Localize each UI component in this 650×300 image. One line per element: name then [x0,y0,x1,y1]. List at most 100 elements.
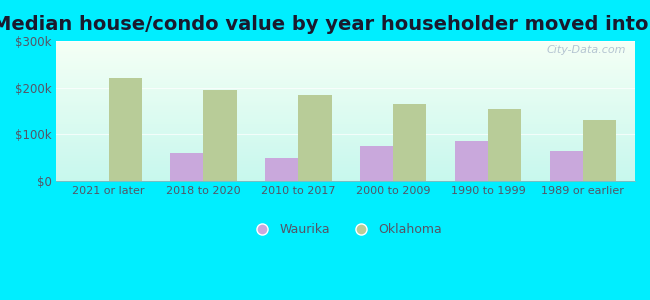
Bar [57,112,635,113]
Bar [57,71,635,72]
Bar [57,155,635,156]
Bar [57,169,635,170]
Bar [170,153,203,181]
Bar [57,153,635,154]
Bar [57,57,635,58]
Bar [57,122,635,123]
Bar [298,95,332,181]
Bar [57,116,635,117]
Bar [57,65,635,66]
Bar [57,137,635,138]
Bar [57,43,635,44]
Bar [57,77,635,78]
Bar [57,133,635,134]
Bar [57,108,635,109]
Bar [57,151,635,152]
Bar [57,102,635,103]
Bar [57,95,635,96]
Bar [57,148,635,149]
Bar [57,72,635,73]
Bar [57,107,635,108]
Bar [57,161,635,162]
Bar [57,93,635,94]
Bar [57,49,635,50]
Bar [57,96,635,97]
Bar [57,177,635,178]
Bar [57,50,635,51]
Bar [57,158,635,159]
Bar [57,64,635,65]
Bar [57,162,635,163]
Bar [57,114,635,115]
Bar [57,53,635,54]
Bar [57,80,635,81]
Bar [550,151,583,181]
Bar [57,74,635,75]
Bar [57,125,635,126]
Bar [57,89,635,90]
Bar [57,85,635,86]
Bar [57,91,635,92]
Bar [265,158,298,181]
Bar [57,180,635,181]
Bar [583,120,616,181]
Bar [57,46,635,47]
Bar [57,105,635,106]
Bar [57,63,635,64]
Bar [57,130,635,131]
Bar [57,174,635,175]
Bar [57,113,635,114]
Bar [57,86,635,87]
Bar [57,128,635,129]
Bar [57,131,635,132]
Bar [57,172,635,173]
Bar [57,94,635,95]
Bar [57,75,635,76]
Bar [57,132,635,133]
Bar [57,145,635,146]
Bar [57,167,635,168]
Bar [57,168,635,169]
Bar [57,61,635,62]
Bar [57,142,635,143]
Bar [57,139,635,140]
Bar [57,66,635,67]
Bar [57,160,635,161]
Bar [57,56,635,57]
Bar [57,104,635,105]
Bar [57,111,635,112]
Bar [57,165,635,166]
Bar [57,55,635,56]
Bar [57,163,635,164]
Bar [57,173,635,174]
Bar [57,92,635,93]
Bar [488,109,521,181]
Bar [57,127,635,128]
Bar [57,97,635,98]
Bar [57,70,635,71]
Bar [57,126,635,127]
Bar [57,62,635,63]
Bar [57,59,635,60]
Bar [57,90,635,91]
Bar [57,135,635,136]
Bar [57,178,635,179]
Bar [57,124,635,125]
Bar [57,67,635,68]
Bar [57,51,635,52]
Bar [57,68,635,69]
Bar [57,149,635,150]
Bar [57,117,635,118]
Bar [57,82,635,83]
Bar [57,138,635,139]
Bar [57,157,635,158]
Bar [57,110,635,111]
Bar [57,120,635,121]
Bar [57,143,635,144]
Bar [57,88,635,89]
Bar [57,154,635,155]
Bar [57,83,635,84]
Bar [57,123,635,124]
Bar [57,150,635,151]
Bar [57,82,635,83]
